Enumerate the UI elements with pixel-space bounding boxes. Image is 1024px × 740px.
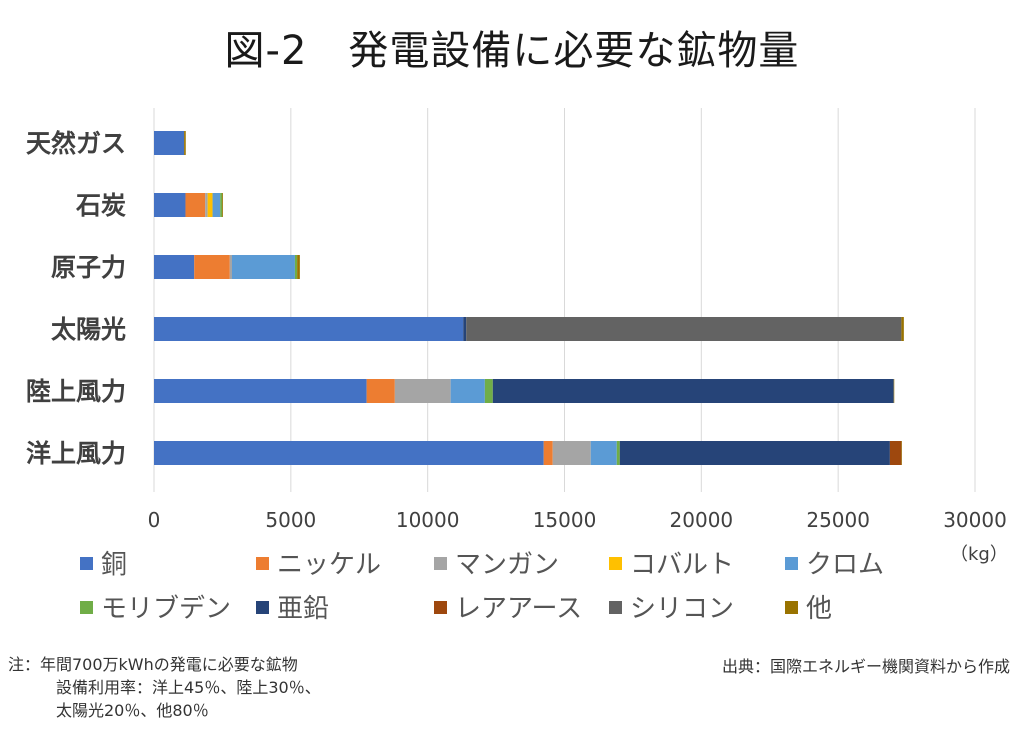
bar-segment: [366, 379, 395, 403]
bar-segment: [222, 193, 223, 217]
chart-title: 図-2 発電設備に必要な鉱物量: [224, 28, 800, 74]
legend-swatch: [785, 557, 798, 570]
bar-segment: [154, 131, 185, 155]
bar-segment: [619, 441, 890, 465]
footnote-line-1: 注：年間700万kWhの発電に必要な鉱物: [8, 655, 298, 674]
bar-segment: [185, 193, 206, 217]
bar-segment: [154, 255, 195, 279]
legend-item: 他: [785, 588, 832, 625]
legend-item: 亜鉛: [256, 588, 329, 625]
bar-segment: [154, 379, 367, 403]
bar-segment: [154, 317, 464, 341]
bar-segment: [194, 255, 230, 279]
bar-segment: [466, 317, 902, 341]
bar-segment: [889, 441, 902, 465]
legend-item: マンガン: [434, 544, 559, 581]
x-tick-label: 30000: [943, 508, 1007, 532]
source-note: 出典：国際エネルギー機関資料から作成: [721, 657, 1010, 676]
legend-swatch: [256, 601, 269, 614]
bar-segment: [901, 317, 904, 341]
x-tick-label: 25000: [806, 508, 870, 532]
x-tick-label: 15000: [533, 508, 597, 532]
legend-swatch: [80, 601, 93, 614]
bar-segment: [154, 193, 186, 217]
bar-segment: [463, 317, 467, 341]
legend-label: 他: [806, 594, 833, 624]
bar-segment: [450, 379, 485, 403]
category-label: 天然ガス: [26, 129, 126, 158]
chart-plot: 0 5000 10000 15000 20000 25000 30000 天然ガス石炭原子力太…: [26, 108, 1007, 532]
legend-label: モリブデン: [101, 594, 232, 624]
bar-segment: [297, 255, 300, 279]
bar-segment: [394, 379, 451, 403]
bar-segment: [212, 193, 221, 217]
legend-label: ニッケル: [277, 550, 382, 580]
legend-item: シリコン: [609, 588, 734, 625]
footnote-line-3: 太陽光20％、他80％: [56, 701, 209, 720]
bar-segment: [616, 441, 620, 465]
legend-label: レアアース: [455, 594, 583, 624]
legend-swatch: [256, 557, 269, 570]
x-tick-label: 0: [148, 508, 161, 532]
bar-segment: [205, 193, 208, 217]
x-tick-label: 5000: [265, 508, 316, 532]
bar-segment: [207, 193, 213, 217]
bar-segment: [543, 441, 553, 465]
bar-segment: [220, 193, 223, 217]
bar-segment: [154, 441, 544, 465]
bar-segment: [492, 379, 894, 403]
x-tick-label: 20000: [670, 508, 734, 532]
legend-label: シリコン: [630, 594, 735, 624]
bar-segment: [231, 255, 295, 279]
legend-swatch: [434, 557, 447, 570]
legend-label: マンガン: [455, 550, 560, 580]
bar-segment: [552, 441, 591, 465]
category-label: 陸上風力: [26, 377, 126, 406]
footnote: 注：年間700万kWhの発電に必要な鉱物 設備利用率：洋上45％、陸上30％、 …: [8, 653, 321, 722]
bar-segment: [901, 441, 902, 465]
legend-swatch: [434, 601, 447, 614]
footnote-line-2: 設備利用率：洋上45％、陸上30％、: [56, 678, 321, 697]
legend-item: ニッケル: [256, 544, 381, 581]
legend-label: コバルト: [630, 550, 735, 580]
legend-swatch: [785, 601, 798, 614]
x-tick-label: 10000: [396, 508, 460, 532]
bar-segment: [590, 441, 617, 465]
legend-swatch: [609, 557, 622, 570]
legend-swatch: [80, 557, 93, 570]
legend-label: 亜鉛: [277, 594, 330, 624]
legend-item: コバルト: [609, 544, 734, 581]
bar-segment: [294, 255, 298, 279]
legend-item: レアアース: [434, 588, 582, 625]
category-label: 洋上風力: [26, 439, 126, 468]
legend-label: クロム: [806, 550, 885, 580]
bar-segment: [893, 379, 895, 403]
legend-swatch: [609, 601, 622, 614]
legend-item: モリブデン: [80, 588, 231, 625]
legend-item: クロム: [785, 544, 884, 581]
category-label: 石炭: [75, 191, 126, 220]
legend-item: 銅: [80, 544, 127, 581]
bar-segment: [484, 379, 493, 403]
unit-label: （kg）: [950, 544, 1008, 565]
bar-segment: [184, 131, 186, 155]
category-label: 太陽光: [51, 315, 126, 344]
bar-segment: [229, 255, 232, 279]
category-label: 原子力: [51, 253, 126, 282]
legend-label: 銅: [101, 550, 128, 580]
